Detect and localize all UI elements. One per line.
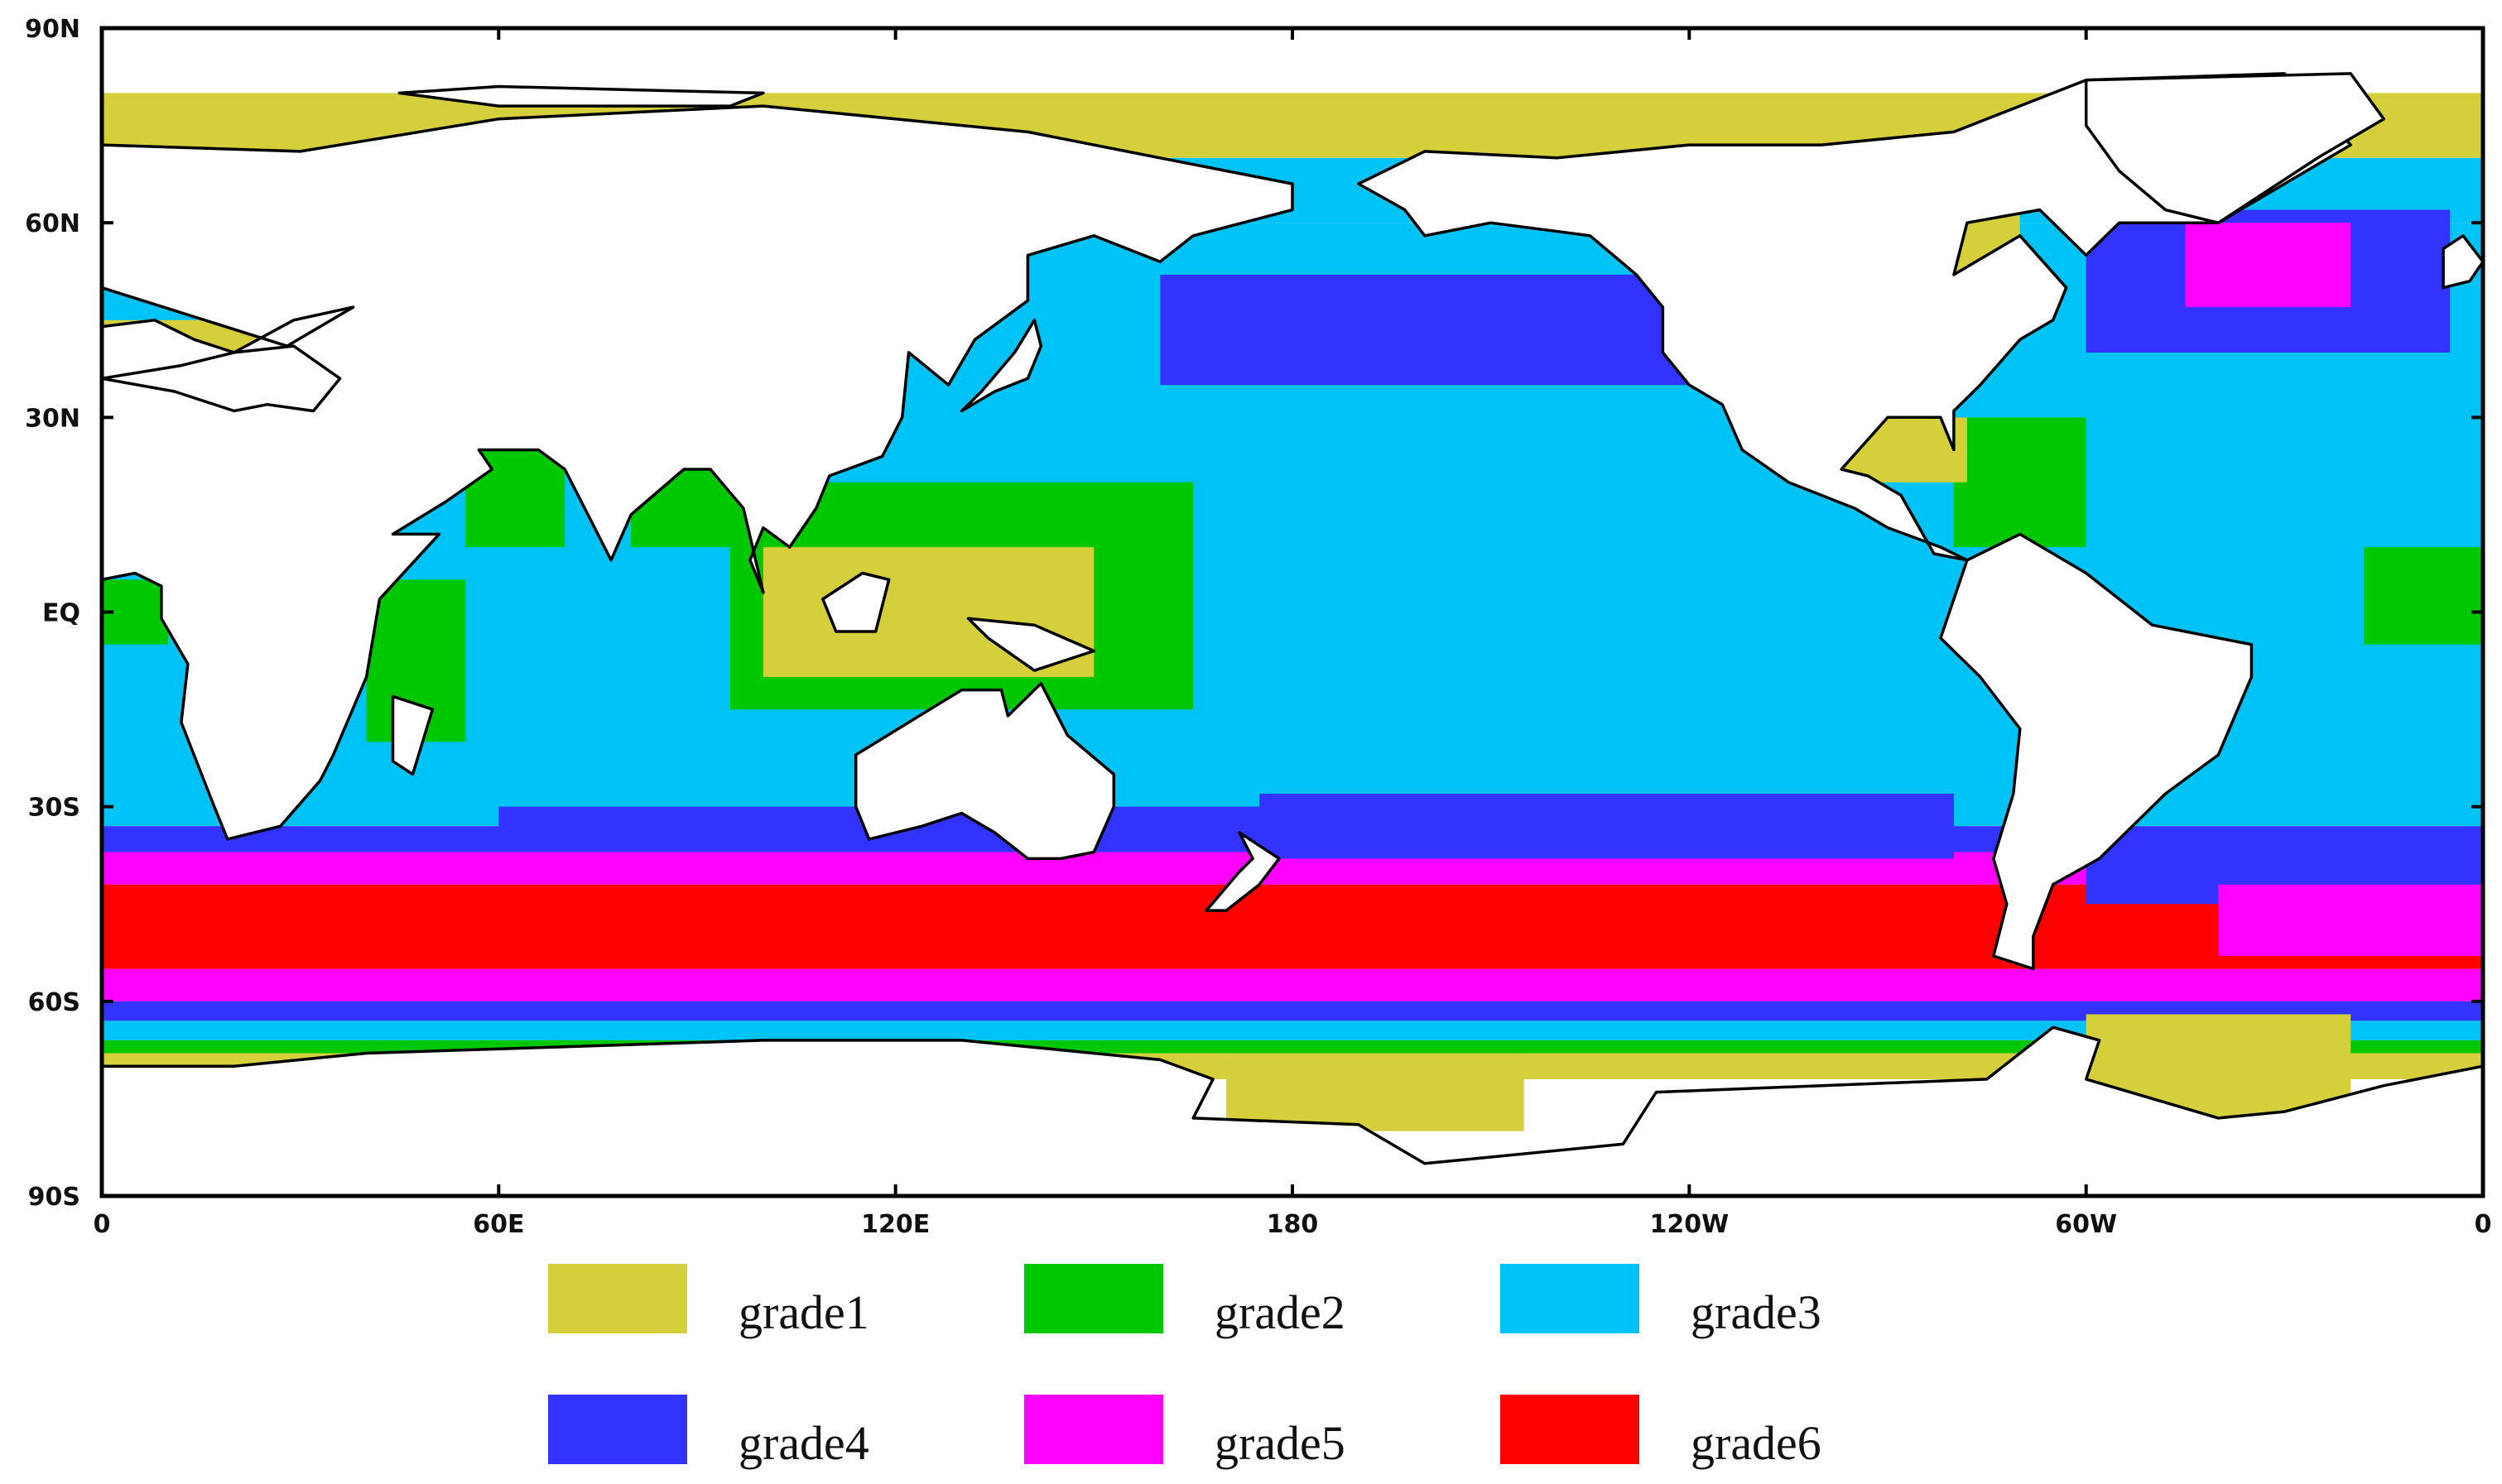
japan-land bbox=[960, 319, 1043, 413]
x-tick-label: 60E bbox=[473, 1210, 524, 1239]
caribbean-grade2 bbox=[1953, 417, 2086, 548]
greenland-land bbox=[2084, 72, 2385, 224]
y-tick-label: 90N bbox=[25, 15, 80, 44]
new-zealand-land bbox=[1205, 831, 1281, 912]
north-atlantic-grade5 bbox=[2185, 223, 2351, 308]
uk-land bbox=[2442, 234, 2483, 290]
band-grade4-7 bbox=[102, 1001, 2483, 1021]
legend-label-grade2: grade2 bbox=[1215, 1285, 1345, 1339]
legend: grade1 grade2 grade3 grade4 grade5 grade6 bbox=[548, 1264, 1821, 1470]
x-tick-label: 120W bbox=[1649, 1210, 1729, 1239]
south-pacific-grade4 bbox=[1259, 793, 1954, 859]
east-atlantic-grade2 bbox=[2364, 547, 2483, 645]
land-masses bbox=[102, 72, 2483, 1196]
eurasia-africa-land bbox=[102, 104, 1294, 841]
y-tick-label: 90S bbox=[28, 1183, 80, 1212]
latitude-axis: 90N 60N 30N EQ 30S 60S 90S bbox=[25, 15, 2483, 1212]
y-tick-label: 30N bbox=[25, 404, 80, 433]
south-america-land bbox=[1939, 532, 2254, 971]
legend-label-grade5: grade5 bbox=[1215, 1416, 1345, 1470]
y-tick-label: 60S bbox=[28, 988, 80, 1017]
y-tick-label: 30S bbox=[28, 794, 80, 823]
x-tick-label: 0 bbox=[94, 1210, 111, 1239]
australia-land bbox=[854, 681, 1116, 861]
legend-label-grade1: grade1 bbox=[739, 1285, 869, 1339]
x-tick-label: 120E bbox=[861, 1210, 930, 1239]
ross-sea-grade1 bbox=[1226, 1053, 1524, 1131]
antarctica-land bbox=[102, 1025, 2483, 1196]
legend-swatch-grade4 bbox=[548, 1395, 687, 1464]
new-guinea-land bbox=[966, 617, 1096, 672]
y-tick-label: EQ bbox=[42, 599, 80, 628]
legend-swatch-grade3 bbox=[1500, 1264, 1639, 1333]
legend-swatch-grade5 bbox=[1024, 1395, 1163, 1464]
x-tick-label: 180 bbox=[1267, 1210, 1319, 1239]
legend-label-grade3: grade3 bbox=[1691, 1285, 1821, 1339]
x-tick-label: 0 bbox=[2475, 1210, 2492, 1239]
south-atlantic-grade5 bbox=[2218, 884, 2483, 956]
legend-swatch-grade6 bbox=[1500, 1395, 1639, 1464]
x-tick-label: 60W bbox=[2055, 1210, 2117, 1239]
band-grade3-8 bbox=[102, 1021, 2483, 1040]
north-pacific-grade4 bbox=[1160, 274, 1690, 386]
borneo-land bbox=[821, 571, 891, 633]
arctic-islands-land bbox=[397, 84, 765, 108]
y-tick-label: 60N bbox=[25, 209, 80, 238]
band-grade5-6 bbox=[102, 968, 2483, 1001]
madagascar-land bbox=[391, 694, 435, 776]
legend-swatch-grade2 bbox=[1024, 1264, 1163, 1333]
legend-swatch-grade1 bbox=[548, 1264, 687, 1333]
legend-label-grade6: grade6 bbox=[1691, 1416, 1821, 1470]
longitude-axis: 0 60E 120E 180 120W 60W 0 bbox=[94, 28, 2492, 1239]
legend-label-grade4: grade4 bbox=[739, 1416, 869, 1470]
